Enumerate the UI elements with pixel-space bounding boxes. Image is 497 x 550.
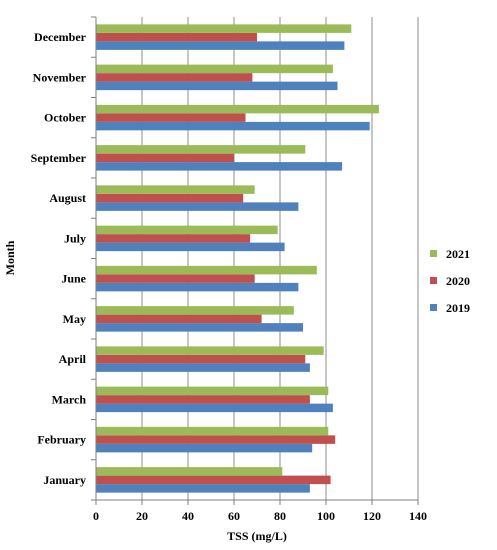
bar-2021-august — [96, 185, 255, 194]
bar-2019-november — [96, 81, 338, 91]
bar-2020-june — [96, 274, 255, 283]
x-tick-label-80: 80 — [274, 509, 286, 523]
x-tick-labels: 0 20 40 60 80 100 120 140 — [93, 509, 427, 523]
y-tick-label-october: October — [44, 111, 87, 125]
x-tick-label-60: 60 — [228, 509, 240, 523]
bar-2019-december — [96, 41, 345, 50]
bar-2021-november — [96, 64, 333, 74]
bar-2019-october — [96, 121, 370, 131]
bar-2021-april — [96, 346, 324, 355]
bar-2019-march — [96, 403, 333, 413]
y-axis-title: Month — [3, 240, 17, 275]
bar-2020-december — [96, 32, 257, 42]
y-tick-label-april: April — [59, 352, 87, 366]
bar-2019-april — [96, 363, 310, 372]
y-tick-label-december: December — [34, 30, 87, 44]
bar-2019-june — [96, 282, 299, 292]
legend-swatch-2021 — [430, 250, 437, 257]
bar-2020-january — [96, 475, 331, 485]
bar-2020-august — [96, 193, 244, 203]
bar-2019-july — [96, 242, 285, 252]
legend-label-2020: 2020 — [446, 274, 470, 288]
bar-2021-march — [96, 386, 329, 396]
bar-2020-may — [96, 314, 262, 324]
bar-2020-july — [96, 234, 251, 243]
y-tick-label-february: February — [37, 433, 86, 447]
bar-2020-september — [96, 153, 234, 163]
y-tick-label-november: November — [33, 70, 87, 84]
y-tick-label-may: May — [63, 312, 86, 326]
y-tick-label-june: June — [61, 272, 86, 286]
legend-swatch-2019 — [430, 304, 437, 311]
legend-swatch-2020 — [430, 277, 437, 284]
x-tick-label-40: 40 — [182, 509, 194, 523]
gridlines — [141, 17, 419, 500]
bar-2019-january — [96, 484, 310, 493]
bar-2019-february — [96, 443, 313, 453]
bar-2021-july — [96, 225, 278, 235]
x-tick-label-100: 100 — [317, 509, 335, 523]
bar-2021-february — [96, 426, 329, 436]
x-tick-label-140: 140 — [409, 509, 427, 523]
bar-2021-june — [96, 265, 317, 275]
x-tick-label-120: 120 — [363, 509, 381, 523]
bar-2020-february — [96, 435, 336, 444]
bar-2019-may — [96, 323, 303, 332]
bar-2020-april — [96, 354, 306, 364]
y-tick-label-september: September — [31, 151, 87, 165]
bar-2021-may — [96, 306, 294, 315]
x-axis-title: TSS (mg/L) — [227, 529, 287, 543]
legend: 2021 2020 2019 — [430, 247, 470, 315]
bar-2021-october — [96, 104, 379, 114]
bar-2020-october — [96, 113, 246, 122]
bar-2021-december — [96, 24, 352, 33]
x-tick-label-0: 0 — [93, 509, 99, 523]
x-tick-label-20: 20 — [136, 509, 148, 523]
y-tick-label-january: January — [43, 473, 86, 487]
bar-2020-november — [96, 73, 253, 82]
bar-2019-september — [96, 162, 343, 171]
legend-label-2019: 2019 — [446, 301, 470, 315]
y-tick-labels: January February March April May June July Augu… — [31, 30, 87, 487]
bar-2019-august — [96, 202, 299, 211]
bar-2021-september — [96, 145, 306, 154]
legend-label-2021: 2021 — [446, 247, 470, 261]
bar-2021-january — [96, 467, 283, 476]
y-tick-label-march: March — [52, 392, 87, 406]
bar-2020-march — [96, 395, 310, 404]
y-tick-label-august: August — [49, 191, 86, 205]
axes — [91, 16, 419, 505]
bars-group — [96, 24, 379, 493]
y-tick-label-july: July — [64, 231, 86, 245]
